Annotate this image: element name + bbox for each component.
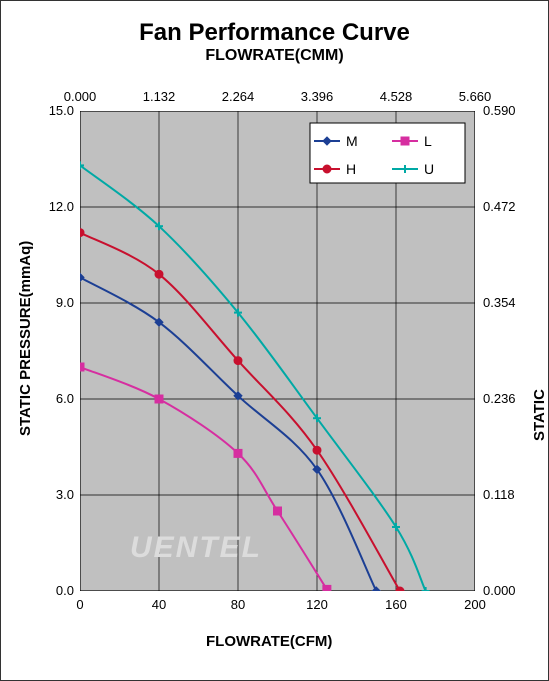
chart-subtitle: FLOWRATE(CMM) <box>1 47 548 65</box>
tick-label: 0.472 <box>483 199 516 214</box>
tick-label: 1.132 <box>143 89 176 104</box>
chart-plot-wrap: MLHU UENTEL <box>80 111 475 591</box>
chart-svg: M L H U <box>80 111 475 591</box>
tick-label: 120 <box>306 597 328 612</box>
chart-title: Fan Performance Curve <box>1 19 548 47</box>
chart-container: Fan Performance Curve FLOWRATE(CMM) STAT… <box>0 0 549 681</box>
tick-label: 3.0 <box>34 487 74 502</box>
tick-label: 2.264 <box>222 89 255 104</box>
legend-label: H <box>346 161 356 177</box>
y-right-axis-label: STATIC PRESSURE(InAq) <box>531 315 549 441</box>
tick-label: 0 <box>76 597 83 612</box>
tick-label: 80 <box>231 597 245 612</box>
legend: M L H U <box>310 123 465 183</box>
tick-label: 200 <box>464 597 486 612</box>
x-bottom-axis-label: FLOWRATE(CFM) <box>206 633 332 650</box>
tick-label: 3.396 <box>301 89 334 104</box>
tick-label: 160 <box>385 597 407 612</box>
tick-label: 4.528 <box>380 89 413 104</box>
tick-label: 15.0 <box>34 103 74 118</box>
tick-label: 0.590 <box>483 103 516 118</box>
legend-box <box>310 123 465 183</box>
legend-label: L <box>424 133 432 149</box>
tick-label: 0.236 <box>483 391 516 406</box>
tick-label: 0.0 <box>34 583 74 598</box>
tick-label: 9.0 <box>34 295 74 310</box>
tick-label: 0.000 <box>483 583 516 598</box>
tick-label: 40 <box>152 597 166 612</box>
tick-label: 0.000 <box>64 89 97 104</box>
tick-label: 12.0 <box>34 199 74 214</box>
legend-label: M <box>346 133 358 149</box>
tick-label: 5.660 <box>459 89 492 104</box>
tick-label: 6.0 <box>34 391 74 406</box>
y-left-axis-label: STATIC PRESSURE(mmAq) <box>17 241 34 436</box>
tick-label: 0.354 <box>483 295 516 310</box>
tick-label: 0.118 <box>483 487 515 502</box>
legend-label: U <box>424 161 434 177</box>
